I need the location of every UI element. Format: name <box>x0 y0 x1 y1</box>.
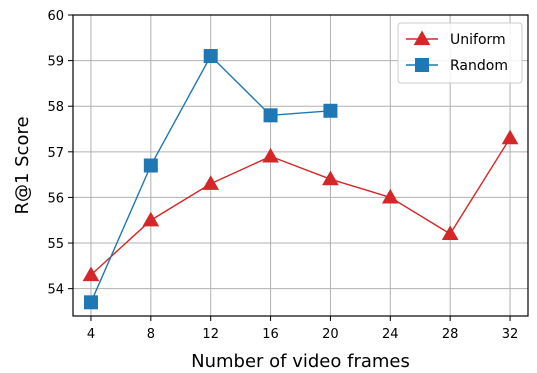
y-tick-label: 58 <box>47 100 64 115</box>
y-tick-label: 55 <box>47 237 64 252</box>
data-point <box>501 129 519 145</box>
legend-item-uniform: Uniform <box>406 30 506 48</box>
plot-area-frame <box>72 14 529 317</box>
data-point <box>82 266 100 282</box>
x-tick-label: 4 <box>87 327 95 342</box>
series-uniform <box>82 129 519 282</box>
x-tick-label: 28 <box>442 327 459 342</box>
y-tick-label: 54 <box>47 283 64 298</box>
x-axis-label: Number of video frames <box>191 351 410 372</box>
y-tick-label: 60 <box>47 9 64 24</box>
x-tick-label: 16 <box>262 327 279 342</box>
x-tick-label: 24 <box>382 327 399 342</box>
legend-label: Uniform <box>450 32 506 48</box>
x-tick-label: 32 <box>502 327 519 342</box>
data-point <box>142 211 160 227</box>
data-point <box>381 188 399 204</box>
x-axis: 4 8 12 16 20 24 28 32 <box>87 316 518 342</box>
data-point <box>203 49 218 64</box>
y-tick-label: 59 <box>47 55 64 70</box>
series-random <box>83 49 338 310</box>
x-tick-label: 12 <box>202 327 219 342</box>
legend: Uniform Random <box>397 22 523 84</box>
data-point <box>143 158 158 173</box>
legend-marker <box>413 30 431 46</box>
y-axis: 54 55 56 57 58 59 60 <box>47 9 73 298</box>
data-point <box>202 175 220 190</box>
y-tick-label: 56 <box>47 191 64 206</box>
legend-marker <box>415 58 429 72</box>
data-point <box>322 170 339 186</box>
y-tick-label: 57 <box>47 146 64 161</box>
data-point <box>262 147 279 163</box>
data-point <box>323 103 338 118</box>
legend-item-random: Random <box>406 58 508 74</box>
series-layer <box>82 49 519 310</box>
legend-label: Random <box>450 58 508 74</box>
x-tick-label: 8 <box>147 327 155 342</box>
x-tick-label: 20 <box>322 327 339 342</box>
y-axis-label: R@1 Score <box>12 116 33 214</box>
series-line <box>90 137 511 276</box>
data-point <box>441 225 459 241</box>
data-point <box>83 295 98 310</box>
data-point <box>263 108 278 123</box>
